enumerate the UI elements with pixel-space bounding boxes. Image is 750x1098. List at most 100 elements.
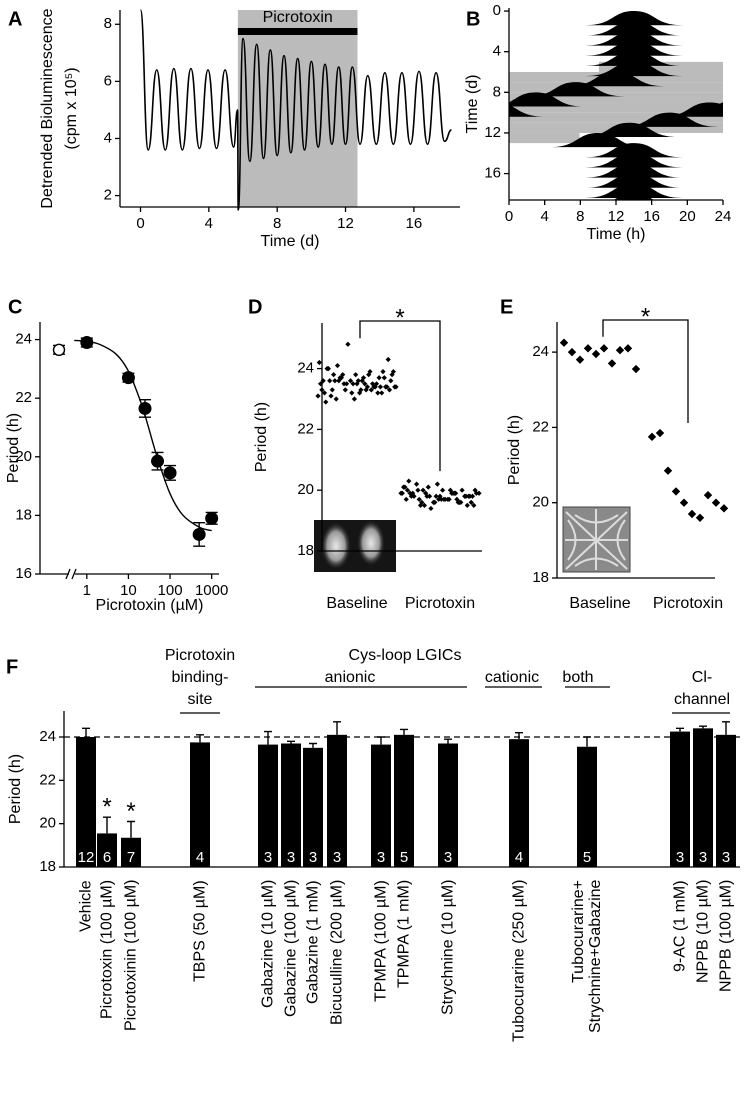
error-bar: [583, 736, 591, 747]
point: [163, 466, 177, 480]
x-tick-label: Tubocurarine (250 µM): [510, 880, 528, 1043]
point: [711, 498, 721, 507]
point: [453, 490, 459, 496]
activity-bout: [566, 72, 666, 87]
point: [376, 375, 382, 381]
error-bar: [264, 730, 272, 745]
activity-bout: [584, 173, 683, 188]
point: [406, 478, 412, 484]
x-axis-label: Time (h): [587, 226, 646, 243]
axis-break: [65, 568, 71, 580]
point: [655, 428, 665, 438]
y-tick-label: 18: [15, 506, 32, 523]
y-tick-label: 8: [493, 83, 501, 100]
activity-bout: [660, 102, 723, 117]
activity-bout: [584, 143, 683, 158]
n-label: 3: [676, 849, 684, 866]
point: [375, 390, 381, 396]
y-tick-label: 24: [15, 331, 32, 348]
significance-marker: *: [102, 794, 111, 821]
error-bar: [287, 740, 295, 744]
bar: [371, 744, 391, 867]
x-tick-label: 9-AC (1 mM): [671, 880, 689, 972]
point: [695, 513, 705, 522]
point: [323, 399, 329, 405]
bar: [693, 728, 713, 867]
significance-bracket: [359, 320, 441, 472]
error-bar: [377, 736, 385, 745]
error-bar: [333, 721, 341, 735]
x-tick-label: 4: [540, 208, 548, 225]
significance-marker: *: [641, 303, 650, 330]
y-tick-label: 22: [532, 418, 549, 435]
point: [591, 349, 601, 359]
point: [385, 356, 391, 363]
point: [703, 490, 713, 500]
point: [138, 401, 152, 415]
panel-letter: B: [466, 8, 480, 30]
point: [347, 378, 354, 384]
bar: [97, 833, 117, 867]
x-tick-label: 16: [406, 215, 423, 232]
y-tick-label: 20: [39, 815, 56, 832]
point: [403, 496, 409, 502]
point: [441, 496, 447, 502]
point: [419, 499, 425, 505]
point: [321, 390, 328, 396]
x-tick-label: Gabazine (100 µM): [282, 880, 300, 1018]
bar: [394, 734, 414, 867]
point: [459, 487, 465, 493]
point: [336, 378, 342, 384]
error-bar: [82, 727, 90, 737]
point: [344, 381, 350, 387]
y-tick-label: 18: [532, 569, 549, 586]
shade: [509, 82, 723, 93]
shade: [509, 102, 723, 113]
point: [392, 384, 398, 390]
x-tick-label: 16: [643, 208, 660, 225]
point: [389, 372, 395, 378]
shade: [509, 112, 723, 123]
panel-letter: A: [8, 8, 22, 30]
y-tick-label: 12: [484, 124, 501, 141]
y-tick-label: 22: [297, 420, 314, 437]
bar: [281, 743, 301, 867]
group-label: both: [562, 669, 594, 686]
n-label: 3: [377, 849, 385, 866]
activity-bout: [584, 61, 683, 77]
y-tick-label: 0: [493, 2, 501, 19]
x-tick-label: 24: [715, 208, 732, 225]
x-tick-label: Picrotoxinin (100 µM): [122, 880, 140, 1032]
x-tick-label: Baseline: [569, 595, 630, 612]
point: [423, 490, 429, 496]
point: [671, 487, 681, 496]
point: [331, 372, 337, 378]
x-tick-label: TPMPA (100 µM): [372, 880, 390, 1002]
bar: [716, 734, 736, 867]
point: [410, 490, 416, 496]
y-tick-label: 22: [39, 771, 56, 788]
axis-break: [71, 568, 77, 580]
significance-marker: *: [126, 798, 135, 825]
point: [329, 387, 335, 393]
x-tick-label: TBPS (50 µM): [191, 880, 209, 982]
point: [318, 381, 324, 387]
point: [575, 355, 585, 364]
x-tick-label: 8: [273, 215, 281, 232]
activity-bout: [584, 163, 683, 178]
error-bar: [196, 734, 204, 743]
y-tick-label: 16: [484, 165, 501, 182]
bar: [303, 747, 323, 867]
y-tick-label: 20: [297, 481, 314, 498]
n-label: 3: [722, 849, 730, 866]
point: [404, 487, 411, 493]
point: [414, 481, 420, 487]
activity-bout: [584, 21, 683, 36]
y-tick-label: 18: [39, 858, 56, 875]
point: [349, 390, 355, 396]
point: [333, 396, 339, 402]
group-label: cationic: [484, 669, 540, 686]
shade: [509, 92, 723, 103]
point: [319, 387, 325, 393]
